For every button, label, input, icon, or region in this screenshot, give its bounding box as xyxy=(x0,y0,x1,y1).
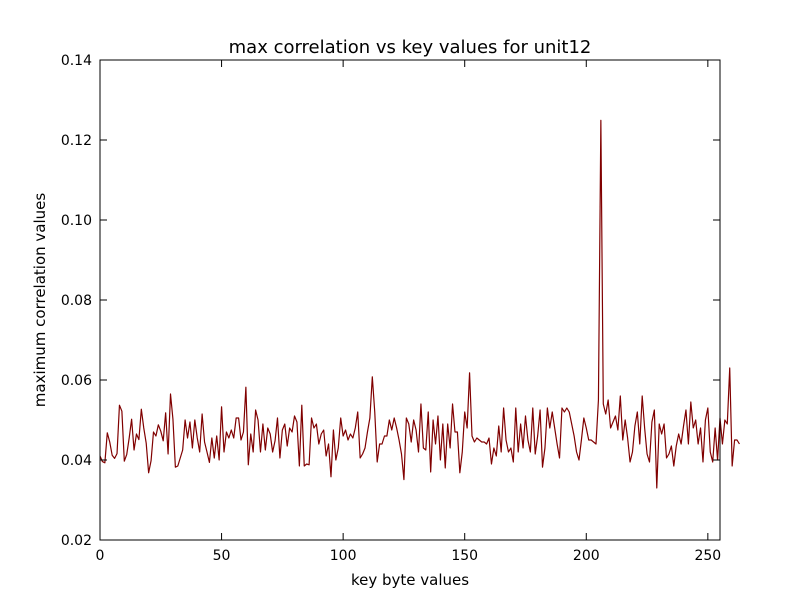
x-tick-label: 0 xyxy=(96,548,105,564)
y-tick-label: 0.12 xyxy=(61,133,92,149)
y-tick-label: 0.10 xyxy=(61,213,92,229)
x-tick-label: 150 xyxy=(451,548,478,564)
axis-ticks: 0 50 100 150 200 250 0.02 0.04 0.06 0.08 0.10 0.12 0… xyxy=(61,53,721,564)
x-tick-label: 250 xyxy=(694,548,721,564)
y-tick-label: 0.08 xyxy=(61,293,92,309)
x-tick-label: 100 xyxy=(330,548,357,564)
y-axis-label: maximum correlation values xyxy=(31,193,49,408)
y-tick-label: 0.04 xyxy=(61,453,92,469)
series-line-0 xyxy=(99,119,740,489)
y-tick-label: 0.06 xyxy=(61,373,92,389)
chart-title: max correlation vs key values for unit12 xyxy=(229,37,592,58)
y-tick-label: 0.14 xyxy=(61,53,92,69)
y-tick-label: 0.02 xyxy=(61,533,92,549)
x-axis-label: key byte values xyxy=(351,571,469,589)
x-tick-label: 50 xyxy=(213,548,231,564)
x-tick-label: 200 xyxy=(573,548,600,564)
